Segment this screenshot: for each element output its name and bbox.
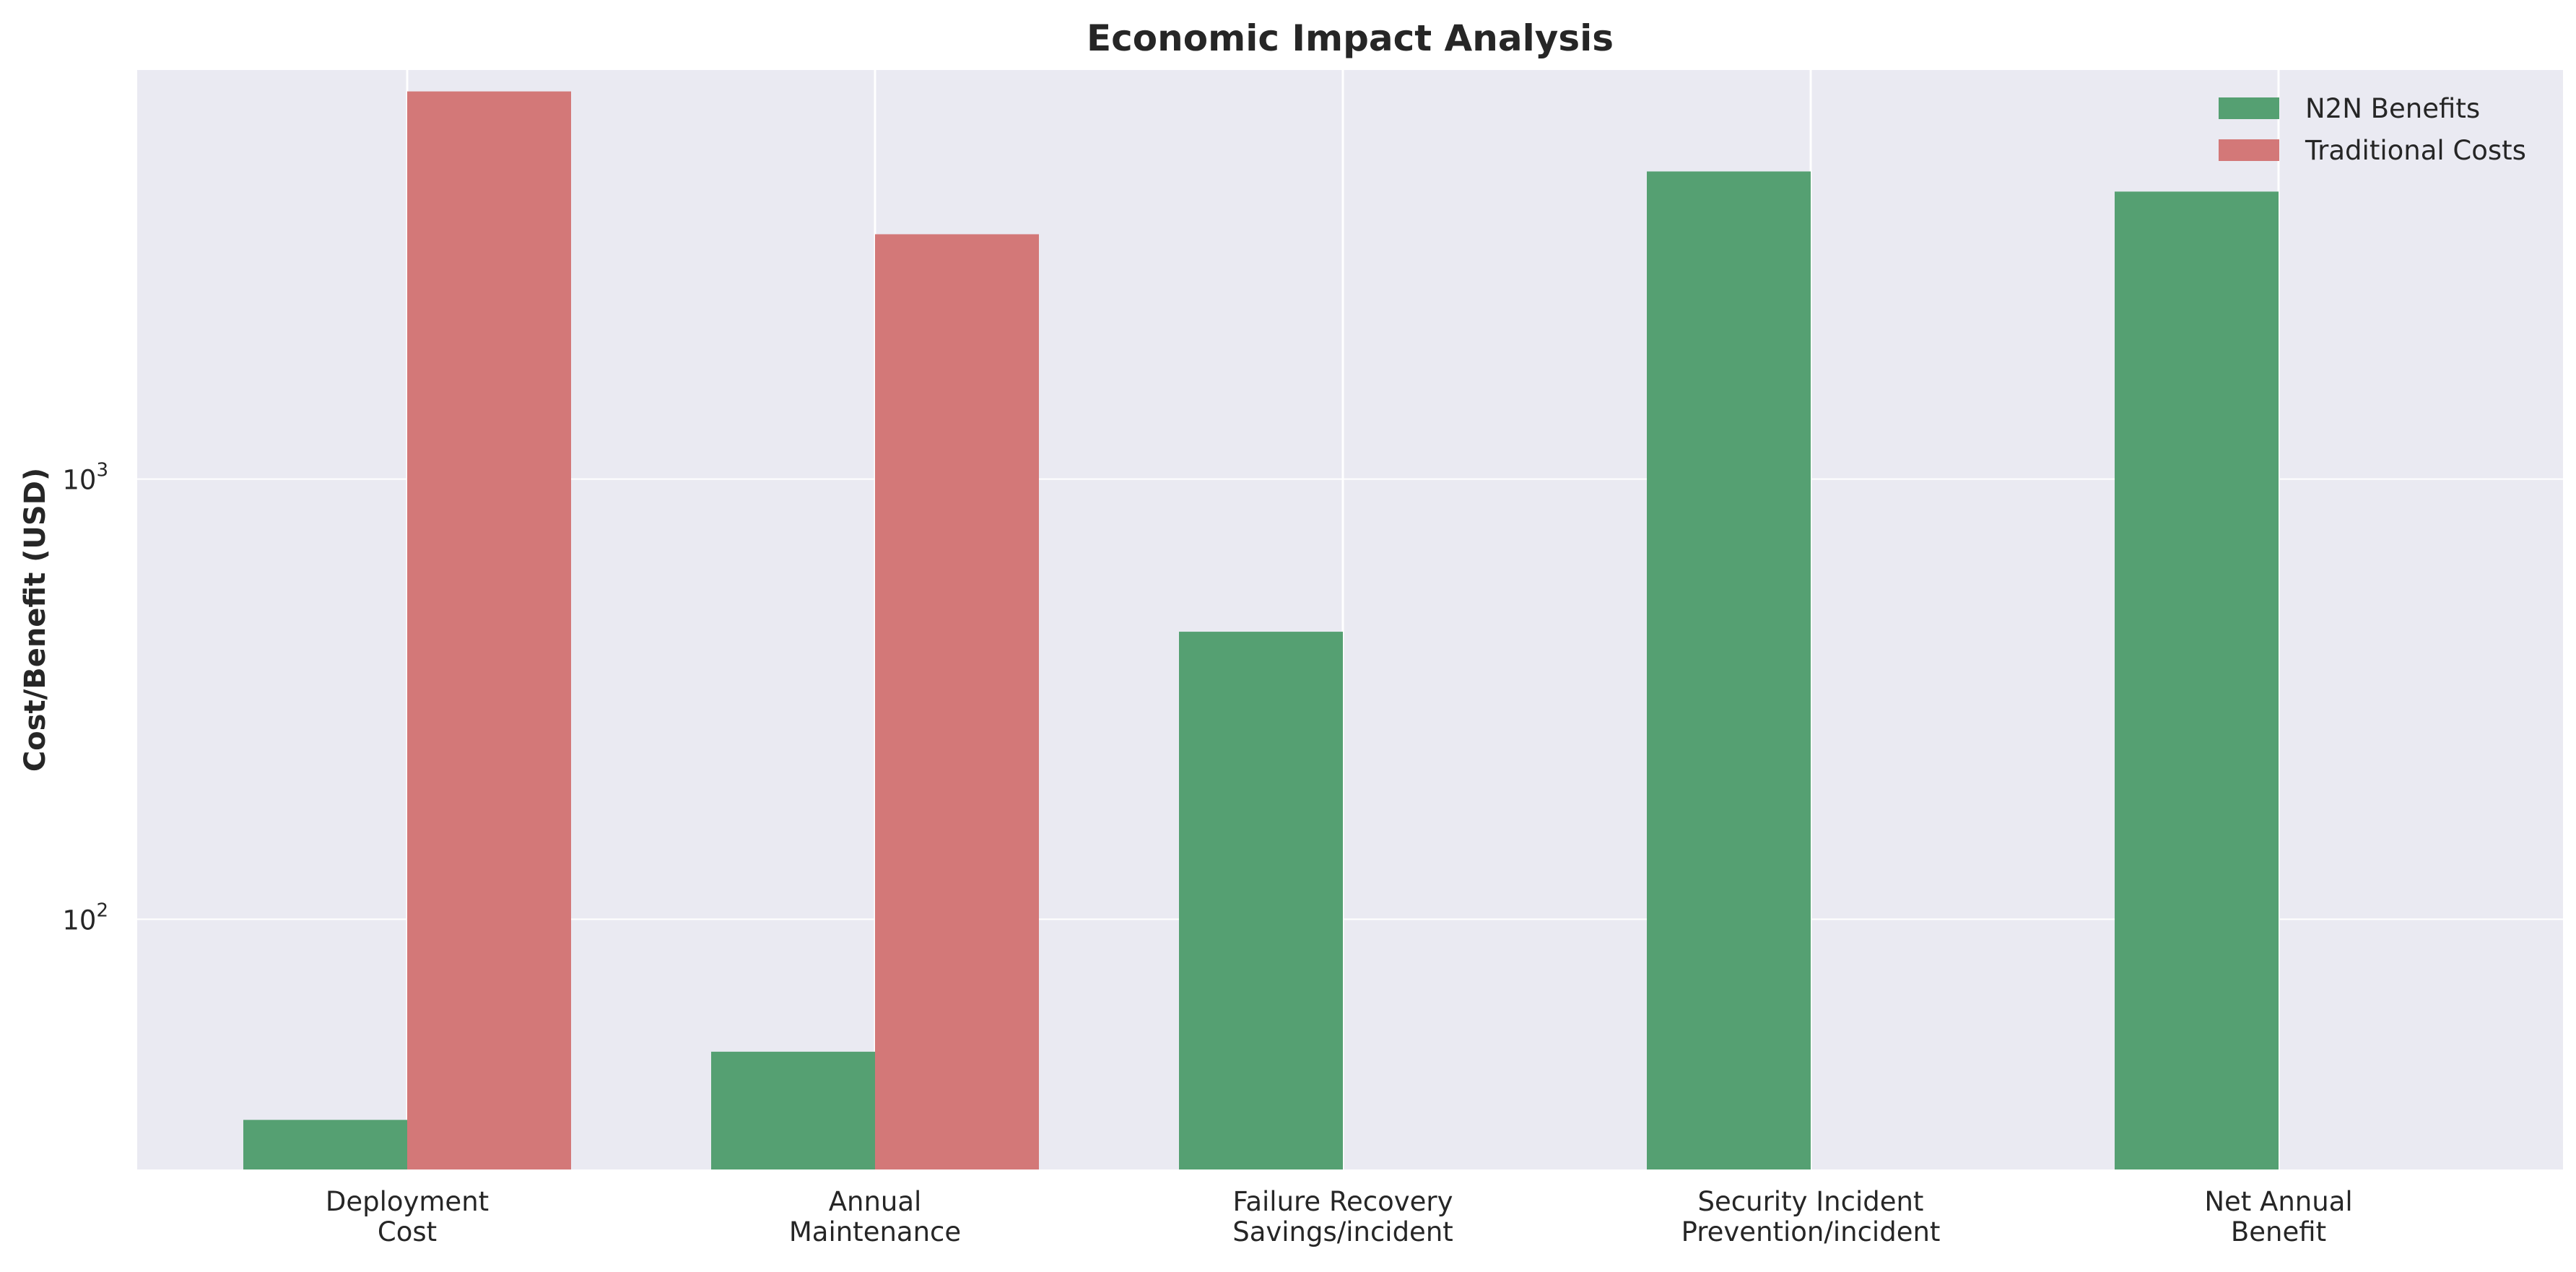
x-tick-label: Net Annual Benefit <box>2204 1186 2352 1247</box>
bar-n2n-benefits-2 <box>1179 632 1343 1169</box>
bar-n2n-benefits-1 <box>711 1051 875 1169</box>
y-tick-label: 102 <box>62 899 108 936</box>
chart-title: Economic Impact Analysis <box>1087 17 1614 59</box>
bar-n2n-benefits-4 <box>2115 191 2279 1169</box>
x-tick-label: Failure Recovery Savings/incident <box>1232 1186 1453 1247</box>
bar-traditional-costs-0 <box>407 91 571 1169</box>
bar-n2n-benefits-3 <box>1647 171 1811 1169</box>
legend-swatch <box>2219 97 2279 119</box>
legend-label: N2N Benefits <box>2305 93 2480 124</box>
y-axis-label: Cost/Benefit (USD) <box>19 468 52 772</box>
x-tick-label: Deployment Cost <box>326 1186 489 1247</box>
legend-label: Traditional Costs <box>2305 135 2526 166</box>
bar-n2n-benefits-0 <box>243 1120 407 1169</box>
legend-swatch <box>2219 139 2279 161</box>
bars <box>243 91 2279 1169</box>
x-axis-ticks: Deployment Cost Annual Maintenance Failure R… <box>326 1186 2353 1247</box>
x-tick-label: Security Incident Prevention/incident <box>1681 1186 1941 1247</box>
bar-traditional-costs-1 <box>875 234 1039 1169</box>
y-axis-ticks: 102 103 <box>62 460 108 936</box>
legend: N2N Benefits Traditional Costs <box>2219 93 2526 166</box>
x-tick-label: Annual Maintenance <box>789 1186 961 1247</box>
y-tick-label: 103 <box>62 460 108 496</box>
